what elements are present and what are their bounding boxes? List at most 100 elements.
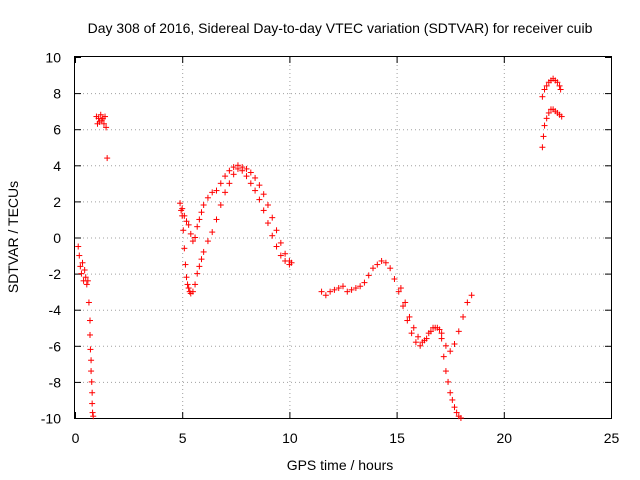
data-point (378, 257, 385, 264)
y-tick-label: -2 (49, 266, 62, 282)
data-point (90, 413, 97, 420)
data-point (104, 155, 111, 162)
data-point (543, 82, 550, 89)
data-point (451, 340, 458, 347)
data-point (76, 252, 83, 259)
data-point (348, 286, 355, 293)
data-point (397, 285, 404, 292)
data-point (406, 313, 413, 320)
data-point (277, 239, 284, 246)
y-axis-label: SDTVAR / TECUs (5, 181, 21, 293)
data-point (447, 348, 454, 355)
data-point (200, 202, 207, 209)
data-point (189, 288, 196, 295)
data-point (243, 173, 250, 180)
data-point (419, 339, 426, 346)
x-tick-label: 20 (497, 430, 513, 446)
data-point (273, 243, 280, 250)
data-point (408, 330, 415, 337)
data-point (442, 342, 449, 349)
data-point (87, 317, 94, 324)
y-tick-label: -4 (49, 302, 62, 318)
data-point (260, 207, 267, 214)
y-tick-label: 4 (53, 158, 61, 174)
data-point (217, 180, 224, 187)
y-tick-label: 6 (53, 122, 61, 138)
plot-frame (74, 56, 612, 419)
data-point (282, 250, 289, 257)
data-point (81, 266, 88, 273)
data-point (277, 252, 284, 259)
data-point (539, 93, 546, 100)
data-point (184, 281, 191, 288)
data-point (198, 256, 205, 263)
data-point (100, 120, 107, 127)
data-point (457, 415, 464, 421)
data-point (436, 326, 443, 333)
data-point (370, 265, 377, 272)
data-point (226, 167, 233, 174)
data-point (412, 339, 419, 346)
data-point (556, 82, 563, 89)
data-point (185, 285, 192, 292)
data-point (234, 162, 241, 169)
data-point (85, 299, 92, 306)
data-point (200, 248, 207, 255)
data-point (252, 187, 259, 194)
data-point (239, 164, 246, 171)
data-point (192, 281, 199, 288)
data-point (103, 124, 110, 131)
x-axis-label: GPS time / hours (287, 457, 394, 473)
data-point (88, 368, 95, 375)
y-tick-label: -10 (41, 411, 61, 427)
data-point (180, 227, 187, 234)
data-point (400, 303, 407, 310)
data-point (318, 288, 325, 295)
y-tick-label: 10 (45, 50, 61, 66)
data-point (286, 257, 293, 264)
data-point (77, 263, 84, 270)
data-points (75, 75, 565, 421)
data-point (79, 259, 86, 266)
data-point (352, 285, 359, 292)
y-tick-label: -8 (49, 374, 62, 390)
data-point (395, 288, 402, 295)
data-point (447, 389, 454, 396)
data-point (185, 221, 192, 228)
y-tick-label: 2 (53, 194, 61, 210)
x-tick-label: 25 (604, 430, 620, 446)
data-point (464, 299, 471, 306)
data-point (187, 230, 194, 237)
data-point (558, 113, 565, 120)
data-point (442, 368, 449, 375)
data-point (177, 200, 184, 207)
data-point (387, 265, 394, 272)
data-point (192, 234, 199, 241)
data-point (438, 330, 445, 337)
data-point (260, 191, 267, 198)
data-point (468, 292, 475, 299)
data-point (344, 288, 351, 295)
data-point (213, 187, 220, 194)
data-point (179, 205, 186, 212)
data-point (327, 288, 334, 295)
data-point (183, 218, 190, 225)
data-point (181, 245, 188, 252)
data-point (451, 404, 458, 411)
data-point (415, 333, 422, 340)
data-point (541, 122, 548, 129)
data-point (78, 270, 85, 277)
data-point (89, 389, 96, 396)
data-point (196, 263, 203, 270)
data-point (410, 324, 417, 331)
data-point (182, 261, 189, 268)
data-point (335, 285, 342, 292)
chart-title: Day 308 of 2016, Sidereal Day-to-day VTE… (88, 20, 593, 36)
data-point (554, 79, 561, 86)
data-point (87, 331, 94, 338)
y-tick-label: -6 (49, 338, 62, 354)
data-point (196, 216, 203, 223)
data-point (264, 220, 271, 227)
data-point (88, 357, 95, 364)
data-point (213, 216, 220, 223)
